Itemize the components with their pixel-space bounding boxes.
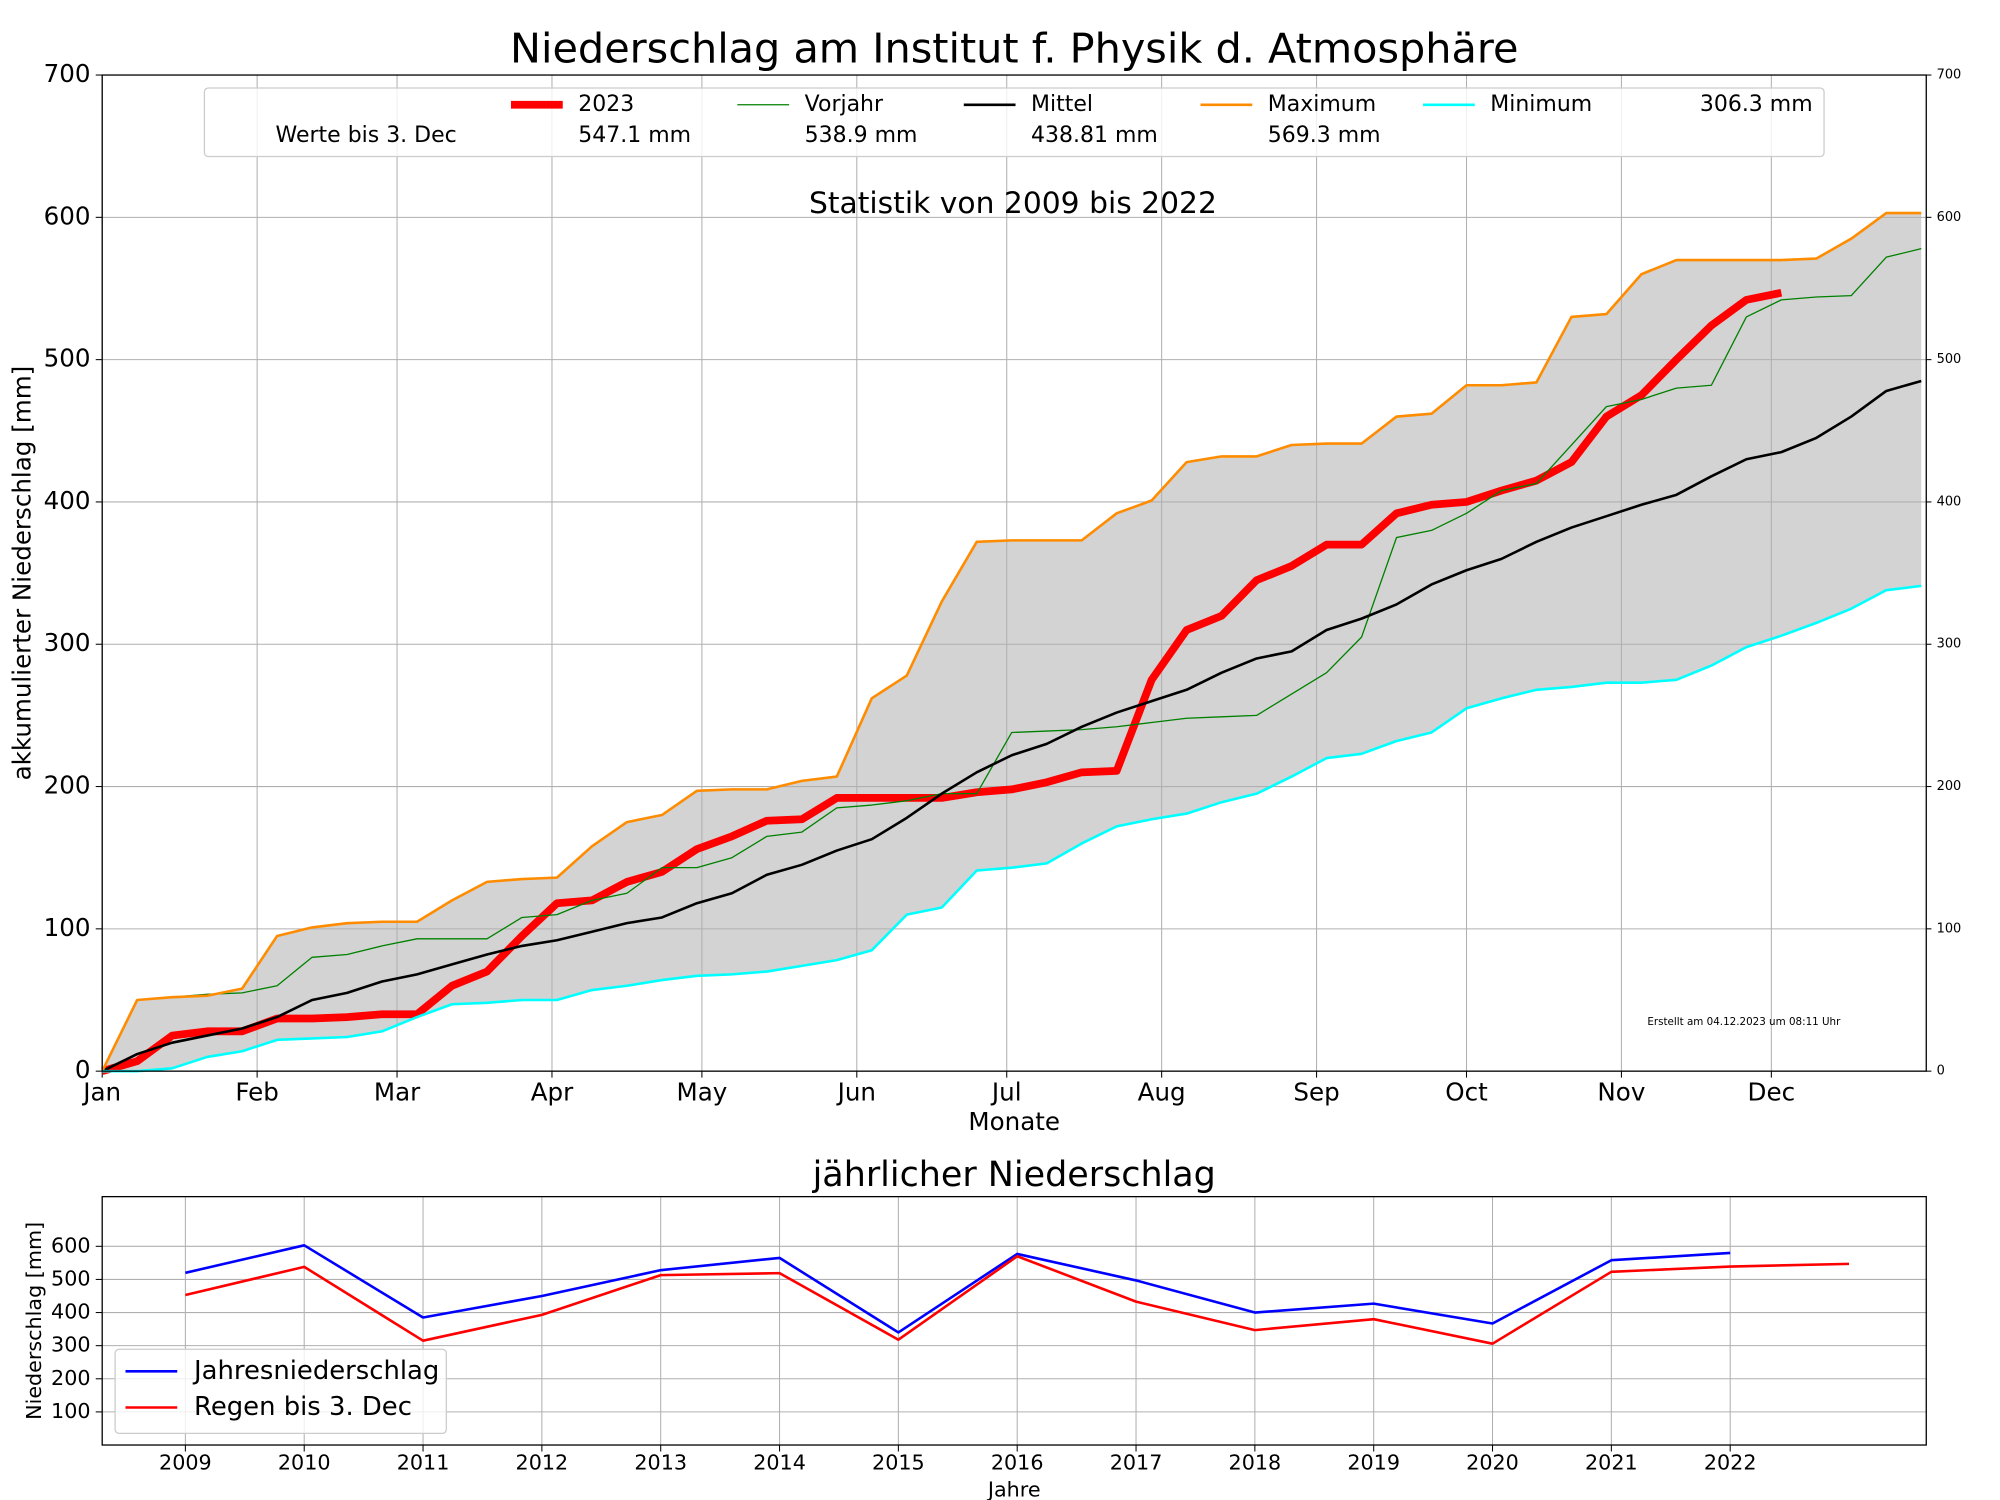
legend-label: 2023 bbox=[578, 92, 634, 117]
legend-box bbox=[203, 87, 1825, 158]
y-tick-label: 100 bbox=[51, 1399, 91, 1423]
legend-total: 569.3 mm bbox=[1268, 123, 1381, 148]
series-line bbox=[101, 248, 1922, 1072]
legend-label: Mittel bbox=[1031, 92, 1093, 117]
x-tick-label: 2016 bbox=[991, 1451, 1044, 1475]
legend-total: 538.9 mm bbox=[805, 123, 918, 148]
plot-frame bbox=[101, 1195, 1927, 1446]
x-tick-label: 2009 bbox=[159, 1451, 212, 1475]
y2-tick-label: 700 bbox=[1937, 68, 1962, 83]
x-tick-label: 2011 bbox=[397, 1451, 450, 1475]
x-tick-label: 2012 bbox=[516, 1451, 569, 1475]
legend-total: 547.1 mm bbox=[578, 123, 691, 148]
legend-label: Regen bis 3. Dec bbox=[194, 1392, 412, 1422]
x-tick-label: Jan bbox=[81, 1077, 121, 1106]
x-tick-label: Aug bbox=[1138, 1077, 1186, 1106]
y-axis-label: Niederschlag [mm] bbox=[22, 1222, 46, 1420]
y-tick-label: 600 bbox=[44, 201, 91, 230]
y2-tick-label: 400 bbox=[1937, 494, 1962, 509]
x-tick-label: 2017 bbox=[1110, 1451, 1163, 1475]
y-tick-label: 500 bbox=[51, 1266, 91, 1290]
subtitle: Statistik von 2009 bis 2022 bbox=[809, 186, 1217, 221]
legend-label: Maximum bbox=[1268, 92, 1376, 117]
legend-label: Minimum bbox=[1490, 92, 1592, 117]
y-tick-label: 300 bbox=[44, 628, 91, 657]
x-tick-label: May bbox=[677, 1077, 728, 1106]
legend-box bbox=[114, 1348, 447, 1435]
chart-title: jährlicher Niederschlag bbox=[812, 1155, 1216, 1195]
y-tick-label: 100 bbox=[44, 913, 91, 942]
x-tick-label: 2014 bbox=[753, 1451, 806, 1475]
x-tick-label: Mar bbox=[374, 1077, 421, 1106]
series-line bbox=[102, 584, 1922, 1073]
y-tick-label: 0 bbox=[75, 1055, 91, 1084]
y-tick-label: 400 bbox=[51, 1300, 91, 1324]
y2-tick-label: 500 bbox=[1937, 352, 1962, 367]
y-tick-label: 200 bbox=[51, 1366, 91, 1390]
series-line bbox=[185, 1254, 1850, 1345]
y2-tick-label: 300 bbox=[1937, 637, 1962, 652]
y2-tick-label: 0 bbox=[1937, 1064, 1945, 1079]
x-tick-label: 2015 bbox=[872, 1451, 925, 1475]
x-tick-label: Jun bbox=[836, 1077, 876, 1106]
x-tick-label: Apr bbox=[531, 1077, 574, 1106]
x-tick-label: Dec bbox=[1748, 1077, 1796, 1106]
x-tick-label: Sep bbox=[1293, 1077, 1339, 1106]
legend-label: Vorjahr bbox=[805, 92, 884, 117]
x-tick-label: 2013 bbox=[634, 1451, 687, 1475]
y-tick-label: 400 bbox=[44, 486, 91, 515]
x-axis-label: Jahre bbox=[986, 1477, 1041, 1500]
y-axis-label: akkumulierter Niederschlag [mm] bbox=[7, 366, 36, 781]
series-line bbox=[101, 211, 1922, 1072]
x-tick-label: Feb bbox=[235, 1077, 278, 1106]
y-tick-label: 300 bbox=[51, 1333, 91, 1357]
plot-frame bbox=[101, 74, 1927, 1072]
y-tick-label: 600 bbox=[51, 1233, 91, 1257]
y-tick-label: 500 bbox=[44, 344, 91, 373]
x-tick-label: Oct bbox=[1445, 1077, 1488, 1106]
note: Erstellt am 04.12.2023 um 08:11 Uhr bbox=[1647, 1016, 1841, 1028]
x-tick-label: 2022 bbox=[1704, 1451, 1757, 1475]
x-tick-label: Jul bbox=[990, 1077, 1022, 1106]
chart-title: Niederschlag am Institut f. Physik d. At… bbox=[510, 25, 1518, 73]
x-tick-label: 2018 bbox=[1229, 1451, 1282, 1475]
x-axis-label: Monate bbox=[968, 1107, 1060, 1136]
series-line bbox=[185, 1244, 1731, 1334]
x-tick-label: 2019 bbox=[1347, 1451, 1400, 1475]
legend-note: Werte bis 3. Dec bbox=[276, 123, 457, 148]
legend-total: 438.81 mm bbox=[1031, 123, 1158, 148]
x-tick-label: 2020 bbox=[1466, 1451, 1519, 1475]
x-tick-label: Nov bbox=[1597, 1077, 1645, 1106]
y2-tick-label: 100 bbox=[1937, 921, 1962, 936]
y-tick-label: 700 bbox=[44, 59, 91, 88]
y2-tick-label: 200 bbox=[1937, 779, 1962, 794]
y-tick-label: 200 bbox=[44, 771, 91, 800]
series-line bbox=[101, 379, 1922, 1073]
x-tick-label: 2010 bbox=[278, 1451, 331, 1475]
legend-label: Jahresniederschlag bbox=[192, 1356, 439, 1386]
x-tick-label: 2021 bbox=[1585, 1451, 1638, 1475]
y2-tick-label: 600 bbox=[1937, 210, 1962, 225]
legend-total: 306.3 mm bbox=[1700, 92, 1813, 117]
